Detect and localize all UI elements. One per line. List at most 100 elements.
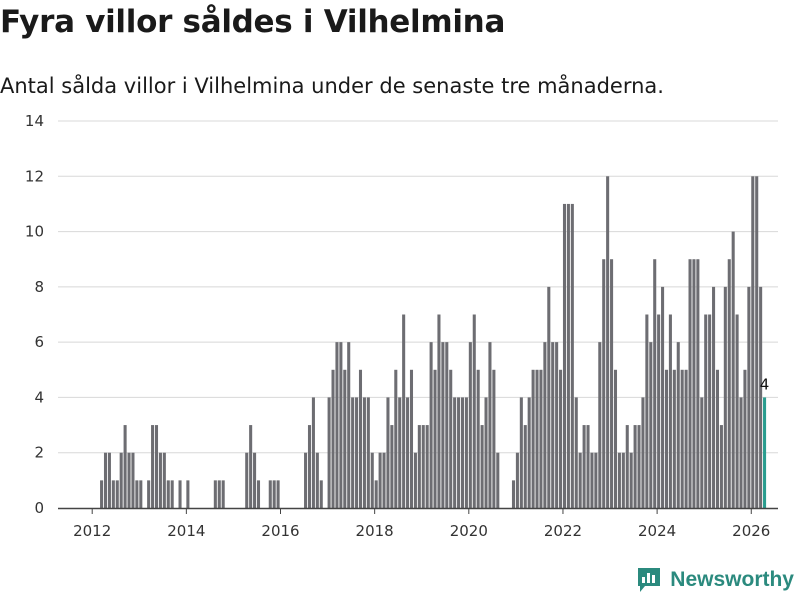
bar: [594, 452, 598, 508]
newsworthy-logo-icon: [638, 568, 661, 592]
bar: [535, 369, 539, 508]
bar: [668, 314, 672, 508]
bar: [719, 425, 723, 508]
highlight-value-label: 4: [760, 375, 770, 393]
bar-series: [100, 176, 767, 509]
bar: [378, 452, 382, 508]
bar: [610, 259, 614, 508]
bar: [590, 452, 594, 508]
bar: [374, 480, 378, 508]
bar: [362, 397, 366, 508]
bar: [653, 259, 657, 508]
bar: [700, 397, 704, 508]
bar: [272, 480, 276, 508]
bar: [488, 342, 492, 508]
bar: [731, 231, 735, 508]
bar: [100, 480, 104, 508]
bar: [472, 314, 476, 508]
bar: [166, 480, 170, 508]
bar: [398, 397, 402, 508]
bar: [527, 397, 531, 508]
bar: [421, 425, 425, 508]
bar: [453, 397, 457, 508]
bar: [115, 480, 119, 508]
y-tick-label: 12: [25, 167, 44, 185]
bar: [688, 259, 692, 508]
bar: [139, 480, 143, 508]
bar: [704, 314, 708, 508]
bar: [633, 425, 637, 508]
bar: [319, 480, 323, 508]
bar: [559, 369, 563, 508]
bar: [712, 286, 716, 508]
x-tick-label: 2022: [544, 522, 582, 540]
bar: [441, 342, 445, 508]
bar: [468, 342, 472, 508]
bar: [574, 397, 578, 508]
bar: [515, 452, 519, 508]
bar: [135, 480, 139, 508]
bar: [625, 425, 629, 508]
bar: [562, 203, 567, 508]
bar: [606, 176, 610, 509]
bar: [649, 342, 653, 508]
bar: [684, 369, 688, 508]
bar: [311, 397, 315, 508]
x-tick-label: 2020: [450, 522, 488, 540]
bar: [476, 369, 480, 508]
y-tick-label: 14: [25, 112, 44, 130]
bar: [539, 369, 543, 508]
bar: [759, 286, 763, 508]
x-tick-label: 2024: [638, 522, 676, 540]
bar: [127, 452, 131, 508]
chart-subtitle: Antal sålda villor i Vilhelmina under de…: [0, 74, 664, 98]
bar: [715, 369, 720, 508]
bar: [735, 314, 739, 508]
bar: [555, 342, 559, 508]
bar: [445, 342, 449, 508]
bar: [664, 369, 669, 508]
bar: [519, 397, 523, 508]
bar: [386, 397, 390, 508]
bar: [339, 342, 343, 508]
bar: [253, 452, 257, 508]
bar: [406, 397, 410, 508]
bar: [307, 425, 312, 508]
bar: [123, 425, 127, 508]
brand-name: Newsworthy: [670, 568, 794, 591]
bar: [523, 425, 527, 508]
y-tick-label: 6: [34, 333, 44, 351]
y-tick-label: 4: [34, 388, 44, 406]
bar: [449, 369, 453, 508]
bar: [464, 397, 468, 508]
newsworthy-brand: Newsworthy: [636, 566, 794, 594]
bar: [111, 480, 115, 508]
bar: [602, 259, 606, 508]
chart-title: Fyra villor såldes i Vilhelmina: [0, 4, 506, 40]
bar: [417, 425, 421, 508]
bar: [657, 314, 661, 508]
bar: [351, 397, 355, 508]
bar: [131, 452, 135, 508]
bar: [578, 452, 582, 508]
bar: [437, 314, 441, 508]
bar: [613, 369, 618, 508]
bar: [743, 369, 747, 508]
bar: [680, 369, 684, 508]
bar: [676, 342, 680, 508]
bar: [331, 369, 335, 508]
bar: [629, 452, 633, 508]
bar: [382, 452, 386, 508]
bar: [390, 425, 394, 508]
bar: [566, 203, 570, 508]
bar: [696, 259, 700, 508]
bar: [429, 342, 433, 508]
bar: [551, 342, 555, 508]
bar: [460, 397, 465, 508]
bar: [402, 314, 406, 508]
bar: [186, 480, 190, 508]
bar: [661, 286, 665, 508]
x-tick-label: 2012: [73, 522, 111, 540]
bar: [739, 397, 743, 508]
bar: [358, 369, 363, 508]
